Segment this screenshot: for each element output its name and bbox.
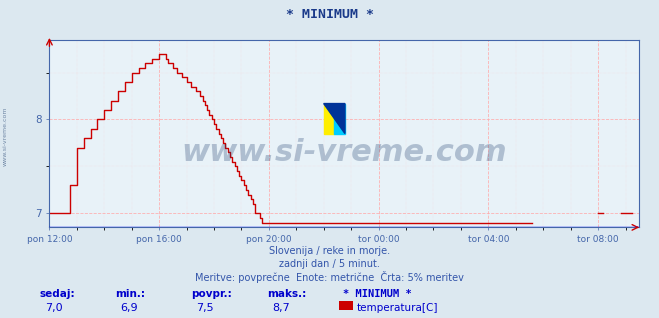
Text: maks.:: maks.: — [267, 289, 306, 299]
Text: 8,7: 8,7 — [272, 303, 290, 313]
Text: Slovenija / reke in morje.: Slovenija / reke in morje. — [269, 246, 390, 256]
Bar — [334, 104, 345, 134]
Text: www.si-vreme.com: www.si-vreme.com — [181, 138, 507, 167]
Text: temperatura[C]: temperatura[C] — [357, 303, 439, 313]
Text: * MINIMUM *: * MINIMUM * — [343, 289, 411, 299]
Text: sedaj:: sedaj: — [40, 289, 75, 299]
Polygon shape — [324, 104, 345, 134]
Bar — [324, 104, 334, 134]
Text: www.si-vreme.com: www.si-vreme.com — [3, 107, 8, 167]
Text: 7,5: 7,5 — [196, 303, 214, 313]
Text: min.:: min.: — [115, 289, 146, 299]
Text: * MINIMUM *: * MINIMUM * — [285, 8, 374, 21]
Text: Meritve: povprečne  Enote: metrične  Črta: 5% meritev: Meritve: povprečne Enote: metrične Črta:… — [195, 271, 464, 283]
Text: povpr.:: povpr.: — [191, 289, 232, 299]
Text: 7,0: 7,0 — [45, 303, 63, 313]
Text: zadnji dan / 5 minut.: zadnji dan / 5 minut. — [279, 259, 380, 269]
Text: 6,9: 6,9 — [121, 303, 138, 313]
